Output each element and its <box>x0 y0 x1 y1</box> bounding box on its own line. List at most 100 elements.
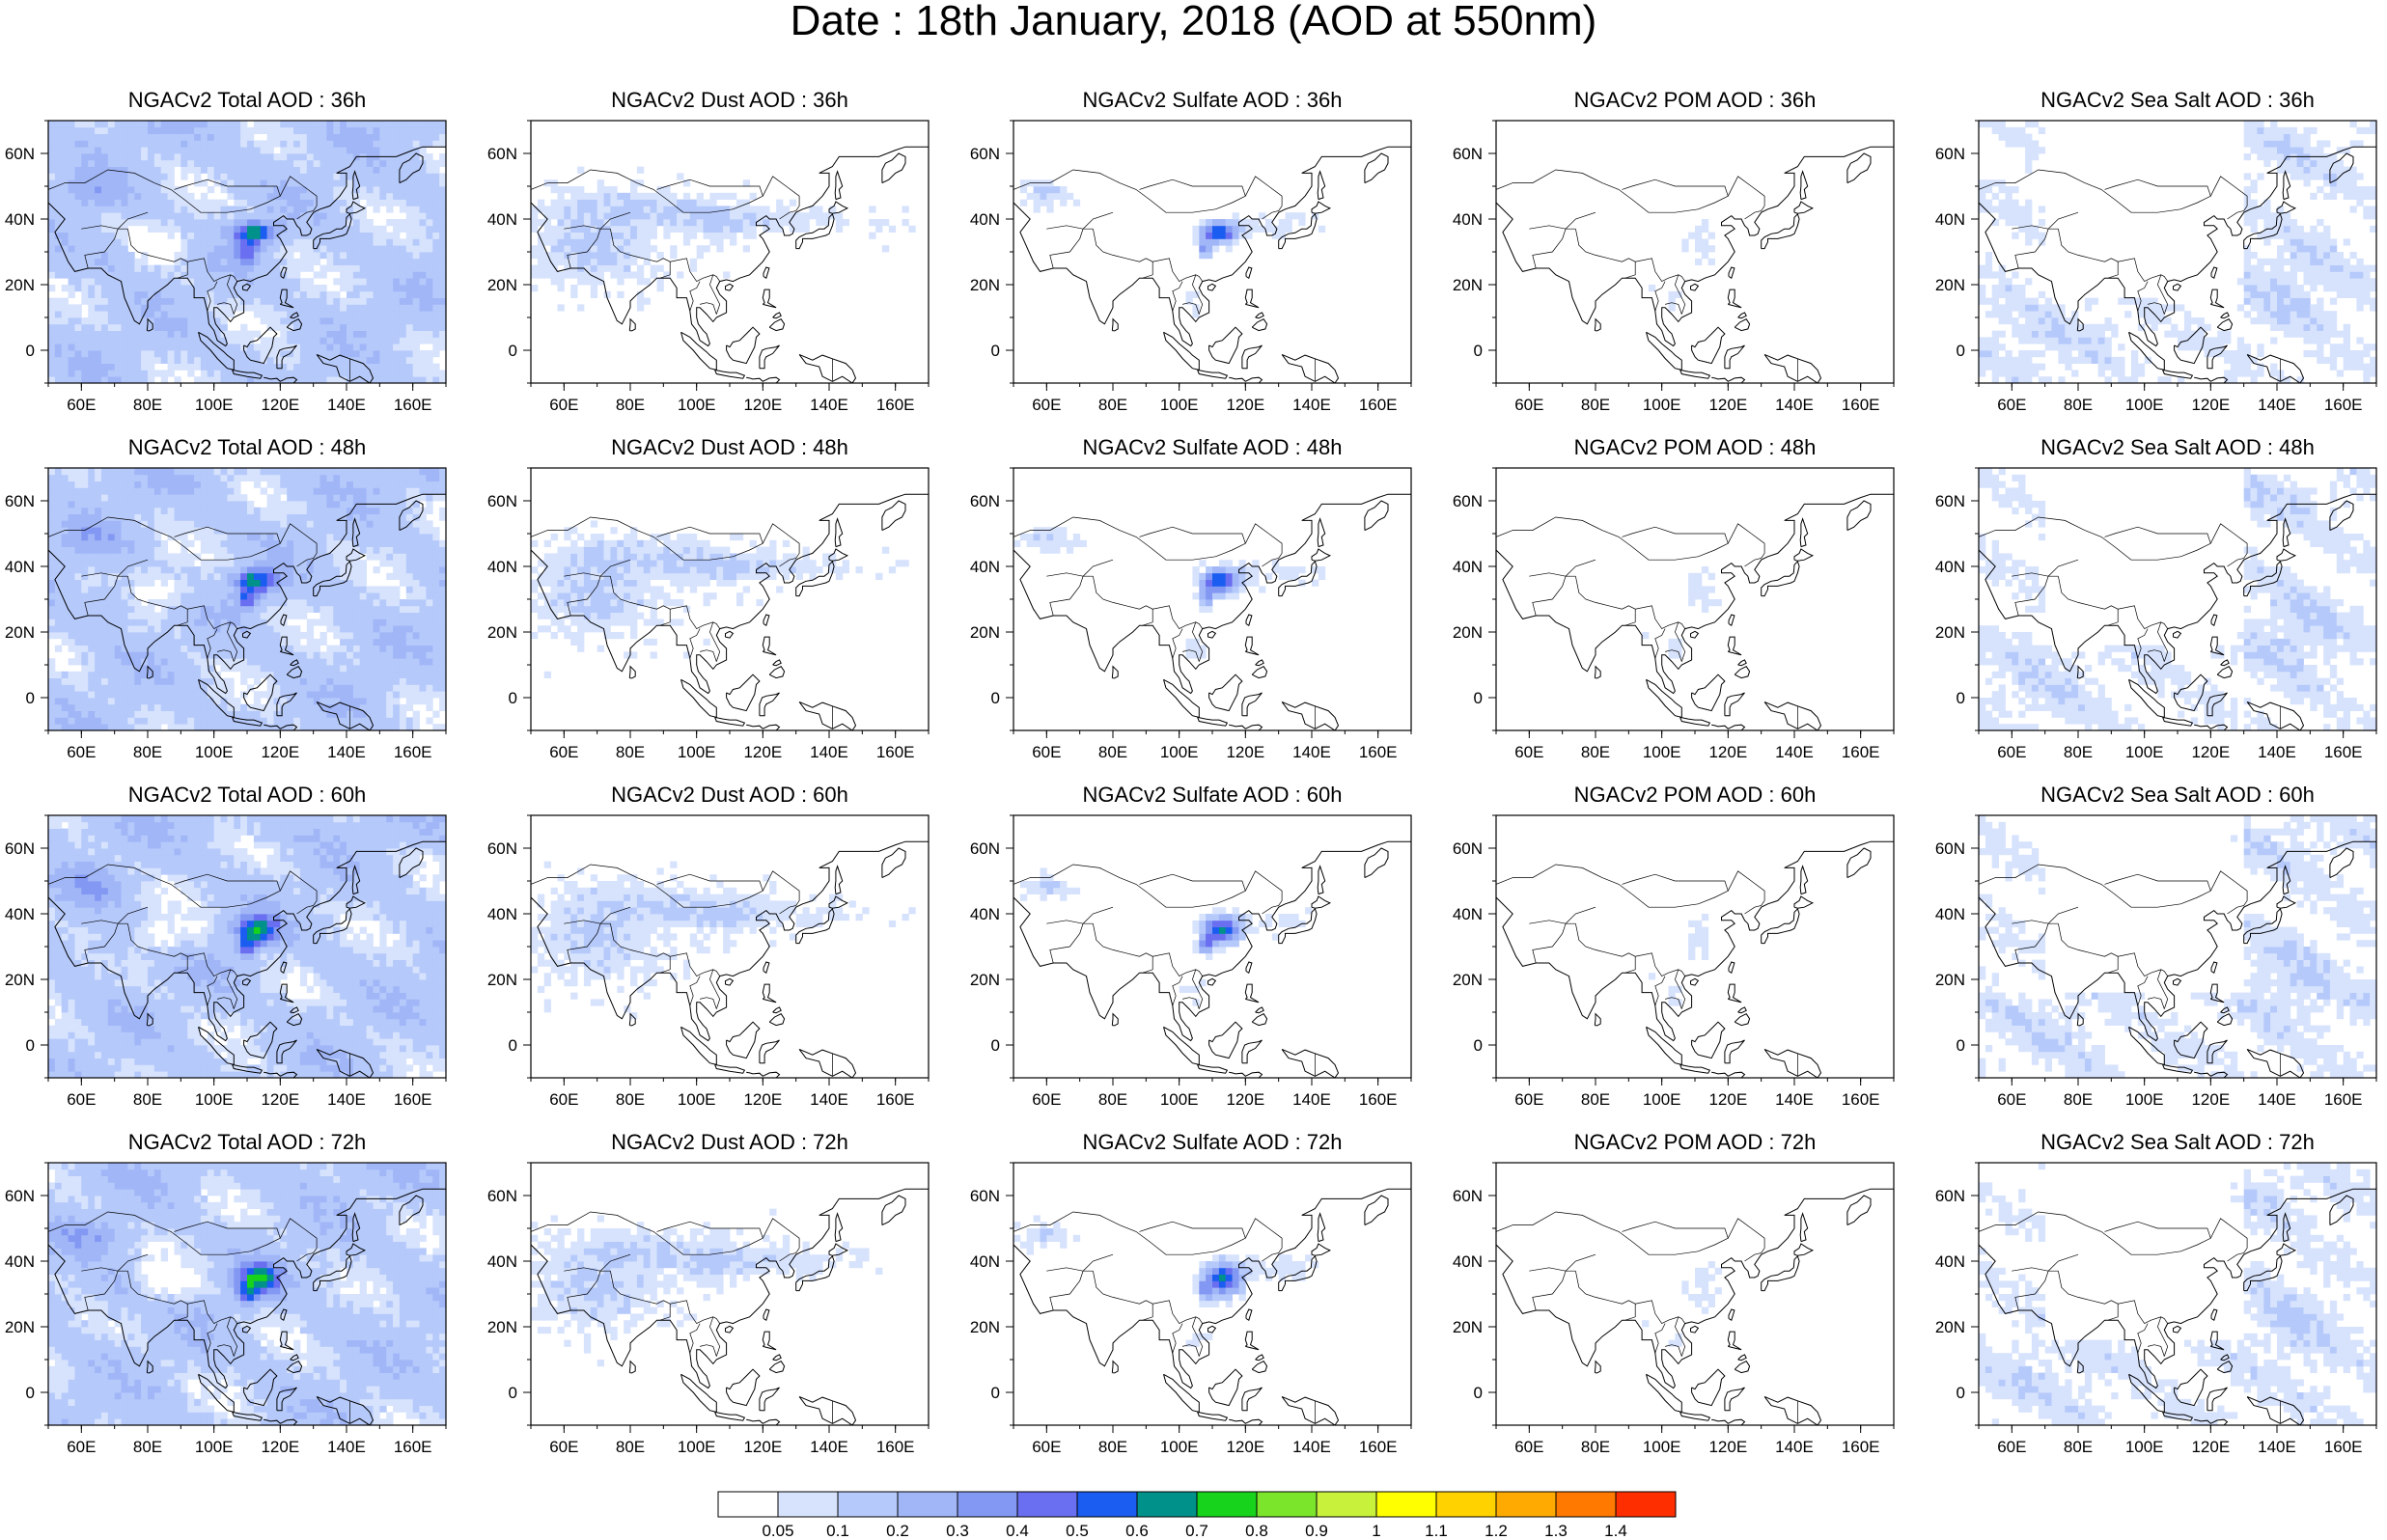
colorbar-swatch <box>1196 1491 1258 1518</box>
map-plot: 60E 80E 100E 120E 140E 160E 60N 40N 20N 0 <box>5 1162 447 1456</box>
map-panel-seasalt-72h: NGACv2 Sea Salt AOD : 72h 60E 80E 100E 120E 1… <box>1930 1042 2387 1456</box>
coastlines <box>48 1163 446 1425</box>
aod-field <box>531 1208 883 1367</box>
aod-field <box>1979 468 2376 730</box>
lat-tick-label: 60N <box>5 492 35 510</box>
map-plot: 60E 80E 100E 120E 140E 160E 60N 40N 20N 0 <box>487 1162 930 1456</box>
lon-tick-label: 120E <box>1708 1438 1747 1456</box>
lon-tick-label: 120E <box>743 1090 782 1109</box>
lat-tick-label: 60N <box>1935 145 1965 163</box>
lat-tick-label: 20N <box>5 623 35 642</box>
lat-tick-label: 0 <box>991 689 1000 707</box>
lat-tick-label: 40N <box>1935 1252 1965 1271</box>
colorbar-swatch <box>897 1491 958 1518</box>
lat-tick-label: 40N <box>1935 210 1965 229</box>
aod-field <box>1979 121 2376 383</box>
lon-tick-label: 100E <box>195 1090 234 1109</box>
lat-tick-label: 0 <box>509 689 517 707</box>
lon-tick-label: 140E <box>2258 396 2296 414</box>
panel-title: NGACv2 Sulfate AOD : 48h <box>1082 435 1343 459</box>
colorbar-label: 0.4 <box>1006 1522 1029 1540</box>
lon-tick-label: 140E <box>810 1090 848 1109</box>
lon-tick-label: 60E <box>1032 743 1061 761</box>
aod-field <box>1648 219 1715 312</box>
lon-tick-label: 100E <box>678 743 716 761</box>
lat-tick-label: 20N <box>1453 623 1483 642</box>
lat-tick-label: 40N <box>487 1252 517 1271</box>
lon-tick-label: 160E <box>2324 396 2363 414</box>
lon-tick-label: 80E <box>133 743 162 761</box>
lat-tick-label: 60N <box>487 839 517 858</box>
lon-tick-label: 80E <box>2064 1090 2093 1109</box>
coastlines <box>531 815 929 1078</box>
lon-tick-label: 140E <box>327 396 366 414</box>
lat-tick-label: 40N <box>970 1252 1000 1271</box>
lat-tick-label: 0 <box>1474 1036 1483 1055</box>
aod-field <box>1979 1163 2376 1425</box>
aod-field <box>531 520 909 678</box>
lon-tick-label: 160E <box>1359 743 1398 761</box>
lon-tick-label: 60E <box>67 1438 96 1456</box>
country-borders <box>1979 516 2281 729</box>
colorbar-label: 0.05 <box>762 1522 793 1540</box>
lat-tick-label: 40N <box>487 558 517 576</box>
lon-tick-label: 100E <box>1160 1090 1199 1109</box>
colorbar-label: 0.1 <box>826 1522 849 1540</box>
lat-tick-label: 60N <box>970 839 1000 858</box>
lon-tick-label: 140E <box>1775 743 1814 761</box>
lon-tick-label: 120E <box>743 396 782 414</box>
colorbar-swatch <box>1375 1491 1437 1518</box>
country-borders <box>48 169 350 381</box>
lon-tick-label: 120E <box>743 743 782 761</box>
lat-tick-label: 0 <box>991 1384 1000 1402</box>
lat-tick-label: 60N <box>970 1187 1000 1205</box>
coastlines <box>48 468 446 730</box>
country-borders <box>1013 1211 1316 1423</box>
map-plot: 60E 80E 100E 120E 140E 160E 60N 40N 20N 0 <box>1453 1162 1895 1456</box>
colorbar-label: 0.9 <box>1305 1522 1328 1540</box>
colorbar-label: 1.2 <box>1485 1522 1508 1540</box>
lon-tick-label: 160E <box>1359 1438 1398 1456</box>
coastlines <box>1979 468 2376 730</box>
lat-tick-label: 40N <box>1935 558 1965 576</box>
lat-tick-label: 60N <box>1453 145 1483 163</box>
panel-title: NGACv2 Sea Salt AOD : 36h <box>2040 88 2315 112</box>
lon-tick-label: 80E <box>1581 396 1610 414</box>
map-plot: 60E 80E 100E 120E 140E 160E 60N 40N 20N 0 <box>970 1162 1412 1456</box>
lon-tick-label: 80E <box>1581 743 1610 761</box>
coastlines <box>1013 815 1411 1078</box>
colorbar-swatch <box>957 1491 1018 1518</box>
lon-tick-label: 160E <box>394 396 432 414</box>
lat-tick-label: 40N <box>970 905 1000 923</box>
colorbar-label: 1.4 <box>1604 1522 1627 1540</box>
lon-tick-label: 160E <box>1842 1090 1880 1109</box>
lon-tick-label: 80E <box>133 396 162 414</box>
country-borders <box>48 516 350 729</box>
map-panel-total-72h: NGACv2 Total AOD : 72h 60E 80E 100E 120E 140E… <box>0 1042 483 1456</box>
lon-tick-label: 160E <box>876 743 915 761</box>
panel-title: NGACv2 POM AOD : 48h <box>1573 435 1817 459</box>
coastlines <box>1013 121 1411 383</box>
map-plot: 60E 80E 100E 120E 140E 160E 60N 40N 20N 0 <box>970 467 1412 761</box>
lon-tick-label: 120E <box>261 743 299 761</box>
lat-tick-label: 60N <box>5 145 35 163</box>
lon-tick-label: 140E <box>1292 1090 1331 1109</box>
colorbar-label: 0.6 <box>1125 1522 1149 1540</box>
aod-field <box>48 1163 446 1425</box>
lon-tick-label: 100E <box>678 396 716 414</box>
aod-field <box>1013 1215 1319 1347</box>
lat-tick-label: 40N <box>5 905 35 923</box>
lat-tick-label: 40N <box>1453 1252 1483 1271</box>
lat-tick-label: 20N <box>1935 971 1965 989</box>
panel-title: NGACv2 POM AOD : 72h <box>1573 1130 1817 1154</box>
lat-tick-label: 60N <box>1453 492 1483 510</box>
map-panel-pom-60h: NGACv2 POM AOD : 60h 60E 80E 100E 120E 140E 16… <box>1448 695 1930 1109</box>
country-borders <box>531 169 833 381</box>
lat-tick-label: 0 <box>509 342 517 360</box>
map-plot: 60E 80E 100E 120E 140E 160E 60N 40N 20N 0 <box>970 120 1412 414</box>
colorbar-swatch <box>1076 1491 1138 1518</box>
map-plot: 60E 80E 100E 120E 140E 160E 60N 40N 20N 0 <box>487 814 930 1109</box>
lon-tick-label: 80E <box>1098 1438 1127 1456</box>
map-panel-total-60h: NGACv2 Total AOD : 60h 60E 80E 100E 120E 140E… <box>0 695 483 1109</box>
lon-tick-label: 140E <box>2258 743 2296 761</box>
